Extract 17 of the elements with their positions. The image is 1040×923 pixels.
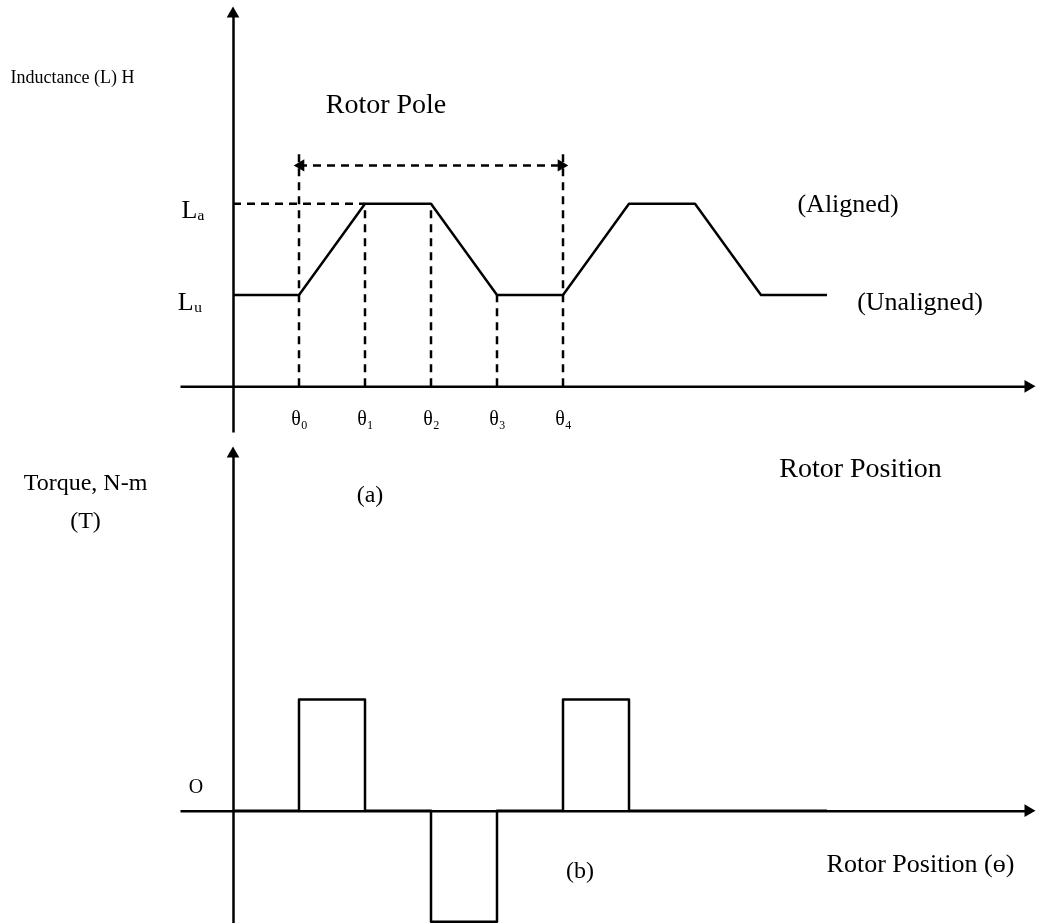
text: Rotor Pole — [325, 88, 447, 119]
x-tick-label: θ₃ — [489, 406, 506, 429]
x-tick-label: θ₁ — [357, 406, 374, 429]
y-axis-title: Torque, N-m (T) — [23, 468, 148, 533]
annotation: Lᵤ — [177, 287, 203, 316]
y-axis-title: Inductance (L) H — [10, 66, 135, 88]
annotation: O — [188, 775, 204, 797]
x-axis-title: Rotor Position — [779, 451, 942, 483]
x-tick-label: θ₀ — [291, 406, 308, 429]
annotation: (b) — [566, 857, 594, 883]
x-axis-title: Rotor Position (ɵ) — [826, 849, 1015, 879]
annotation: (Unaligned) — [857, 287, 983, 316]
text: (a) — [356, 481, 384, 507]
annotation: (Aligned) — [797, 189, 899, 218]
x-tick-label: θ₂ — [423, 406, 440, 429]
x-tick-label: θ₄ — [555, 406, 572, 429]
annotation: Lₐ — [181, 195, 205, 224]
